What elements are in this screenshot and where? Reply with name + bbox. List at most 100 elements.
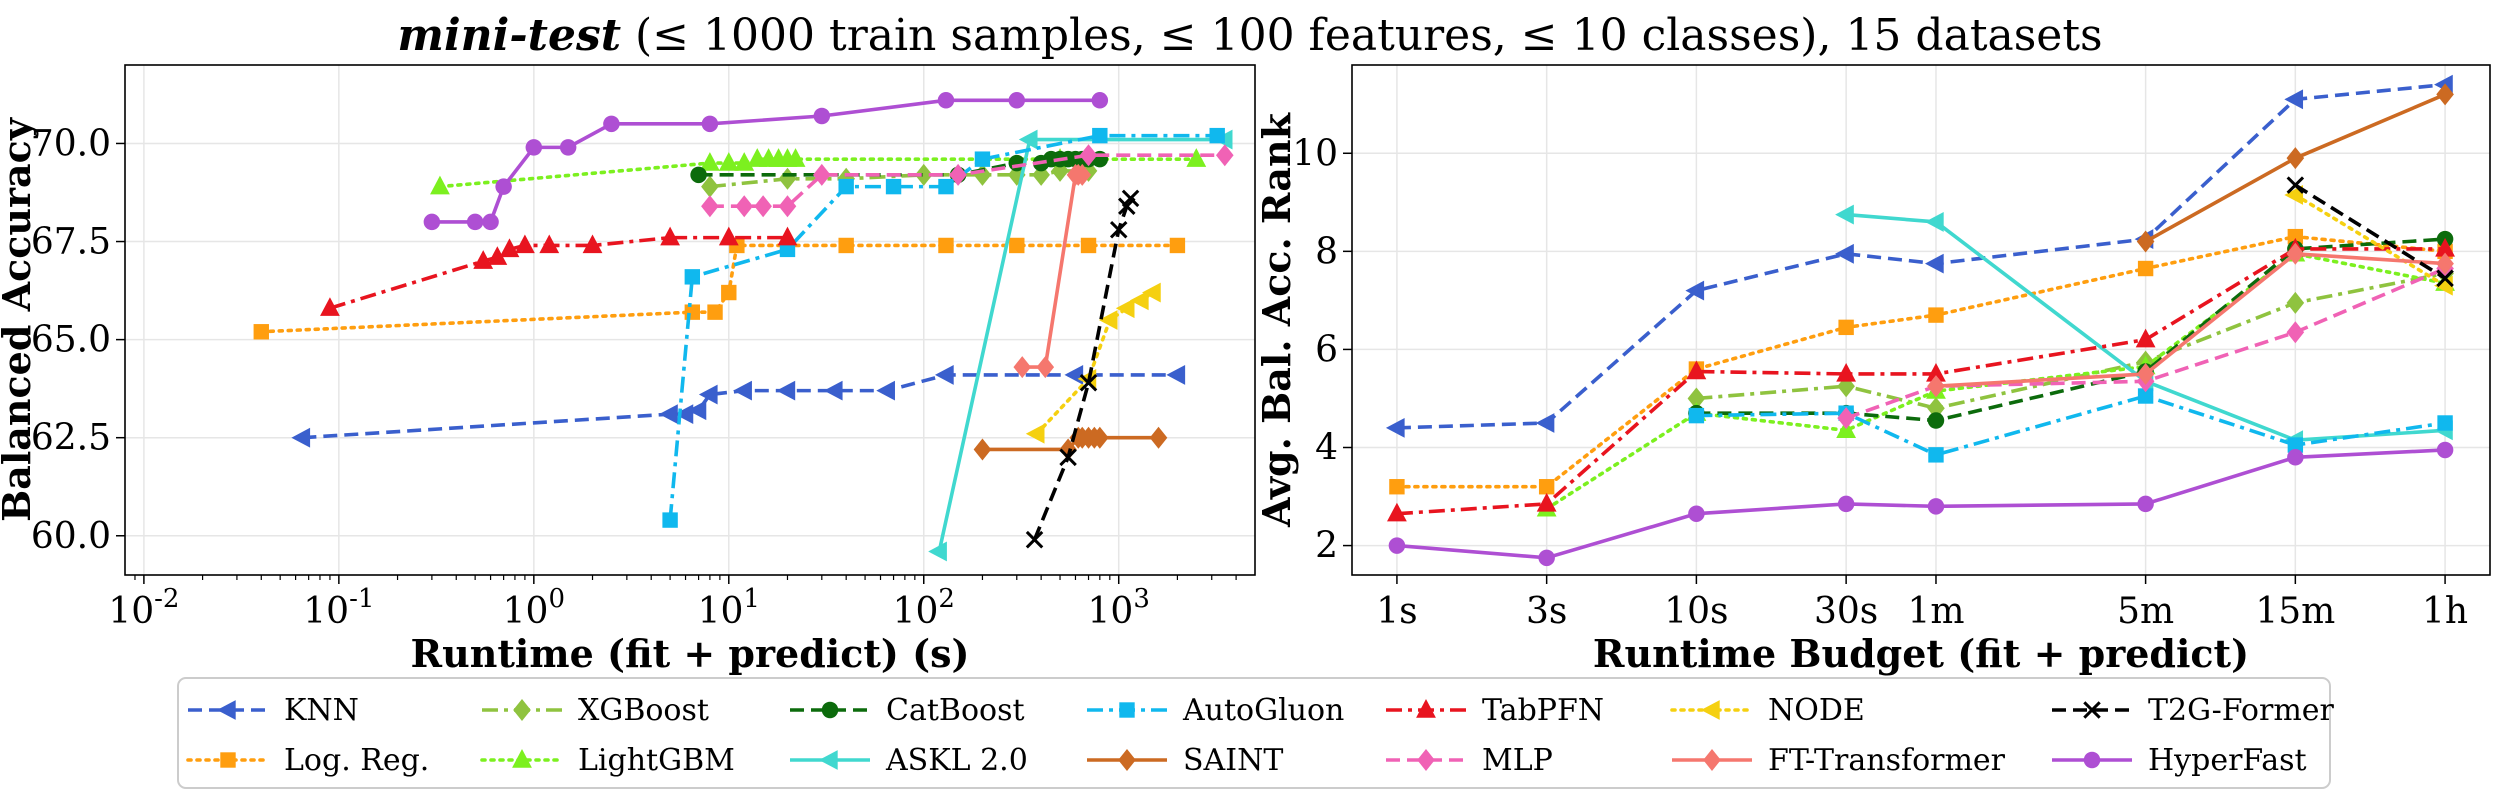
series-node-point <box>1142 282 1161 303</box>
x-tick-label: 100 <box>503 584 565 632</box>
series-knn-point <box>1924 253 1944 274</box>
x-tick-label: 1h <box>2422 591 2468 632</box>
x-tick-label: 15m <box>2255 591 2335 632</box>
legend-catboost-marker <box>821 701 839 719</box>
series-ft-transformer-point <box>2136 362 2155 385</box>
series-tabpfn-point <box>539 234 560 254</box>
series-saint-point <box>973 438 992 461</box>
y-tick-label: 65.0 <box>31 320 111 361</box>
y-tick-label: 70.0 <box>31 123 111 164</box>
series-knn-point <box>1166 365 1186 385</box>
figure-title-bold: mini-test <box>397 10 621 61</box>
plot-frame <box>1351 64 2491 576</box>
series-hyperfast-point <box>603 115 620 133</box>
series-knn-point <box>659 404 678 425</box>
legend-autogluon: AutoGluon <box>1087 693 1344 728</box>
x-tick-label: 1s <box>1376 591 1417 632</box>
legend-node-marker <box>1701 700 1720 720</box>
series-ft-transformer-point <box>1036 356 1055 379</box>
series-xgboost-point <box>973 163 992 186</box>
series-mlp-point <box>778 195 797 218</box>
series-ft-transformer-point <box>2436 252 2454 275</box>
series-node-point <box>1098 310 1118 330</box>
series-knn-point <box>698 384 718 405</box>
series-t2g-former-point <box>1109 221 1128 239</box>
series-tabpfn-point <box>777 226 798 246</box>
legend-xgboost-label: XGBoost <box>578 693 709 728</box>
series-hyperfast-point <box>559 139 577 156</box>
x-axis-label: Runtime (fit + predict) (s) <box>411 631 970 676</box>
series-hyperfast-point <box>1688 505 1705 522</box>
series-mlp-point <box>1837 407 1855 430</box>
series-mlp-point <box>2286 321 2305 344</box>
series-tabpfn-point <box>2135 328 2156 348</box>
legend-saint-label: SAINT <box>1183 743 1283 778</box>
series-saint-point <box>2136 230 2155 253</box>
series-askl-2-0-point <box>1924 212 1944 232</box>
series-mlp-point <box>754 195 772 218</box>
x-tick-exponent: -2 <box>154 584 179 614</box>
series-t2g-former <box>2286 176 2454 288</box>
legend-catboost-label: CatBoost <box>886 693 1025 728</box>
series-hyperfast-point <box>2137 495 2154 513</box>
series-knn-point <box>1835 243 1854 264</box>
series-t2g-former <box>1025 189 1140 549</box>
legend: KNN XGBoost CatBoost AutoGluon TabPFN NODE T2G… <box>177 677 2335 789</box>
legend-autogluon-label: AutoGluon <box>1182 693 1344 728</box>
series-hyperfast-point <box>423 213 441 231</box>
x-tick-label: 30s <box>1814 591 1878 632</box>
series-node-point <box>1025 423 1045 444</box>
legend-node-label: NODE <box>1768 693 1865 728</box>
series-mlp-point <box>1079 144 1098 167</box>
legend-tabpfn-label: TabPFN <box>1482 693 1604 728</box>
series-tabpfn-line <box>329 235 788 310</box>
series-tabpfn <box>320 226 798 316</box>
series-log-reg-point <box>938 237 954 254</box>
legend-hyperfast-label: HyperFast <box>2148 743 2307 778</box>
series-ft-transformer <box>1927 242 2454 398</box>
series-mlp-point <box>701 195 719 218</box>
series-lightgbm-point <box>1186 148 1207 167</box>
series-t2g-former-point <box>1059 448 1077 467</box>
series-lightgbm <box>430 148 1207 195</box>
series-saint-point <box>2436 83 2454 106</box>
series-xgboost-point <box>2286 291 2305 314</box>
x-tick-label: 101 <box>698 584 760 632</box>
y-tick-label: 67.5 <box>31 222 111 263</box>
y-axis-label: Balanced Accuracy <box>0 117 39 522</box>
series-catboost-line <box>1696 237 2446 423</box>
series-hyperfast-point <box>1927 498 1945 515</box>
series-log-reg-point <box>1169 237 1186 254</box>
series-t2g-former-point <box>1025 530 1044 549</box>
series-hyperfast-point <box>937 92 955 109</box>
x-tick-exponent: 1 <box>743 584 760 614</box>
legend-autogluon-marker <box>1119 702 1135 718</box>
legend-knn-marker <box>217 700 236 720</box>
legend-askl-2-0: ASKL 2.0 <box>790 743 1028 778</box>
series-lightgbm-point <box>430 175 450 195</box>
series-tabpfn-point <box>499 238 520 258</box>
x-tick-label: 103 <box>1088 584 1150 632</box>
series-mlp-point <box>949 163 967 186</box>
series-lightgbm-point <box>699 152 720 171</box>
y-tick-label: 60.0 <box>31 516 111 557</box>
legend-tabpfn: TabPFN <box>1386 693 1604 728</box>
series-tabpfn-point <box>718 226 739 246</box>
legend-mlp-label: MLP <box>1482 743 1553 778</box>
series-autogluon-point <box>2437 415 2453 431</box>
series-knn-point <box>733 380 752 401</box>
series-knn-point <box>1685 280 1705 301</box>
legend-knn: KNN <box>188 693 359 728</box>
y-tick-label: 6 <box>1315 329 1338 370</box>
series-t2g-former-line <box>2294 183 2447 280</box>
y-tick-label: 8 <box>1315 231 1338 272</box>
series-askl-2-0 <box>928 129 1233 562</box>
series-log-reg-point <box>1538 479 1555 495</box>
series-xgboost-point <box>701 175 719 198</box>
x-tick-label: 3s <box>1526 591 1567 632</box>
series-ft-transformer <box>1013 163 1092 379</box>
series-tabpfn-point <box>487 246 508 265</box>
series-tabpfn-point <box>320 297 340 316</box>
series-log-reg-point <box>1838 319 1854 336</box>
series-knn-point <box>823 380 843 401</box>
